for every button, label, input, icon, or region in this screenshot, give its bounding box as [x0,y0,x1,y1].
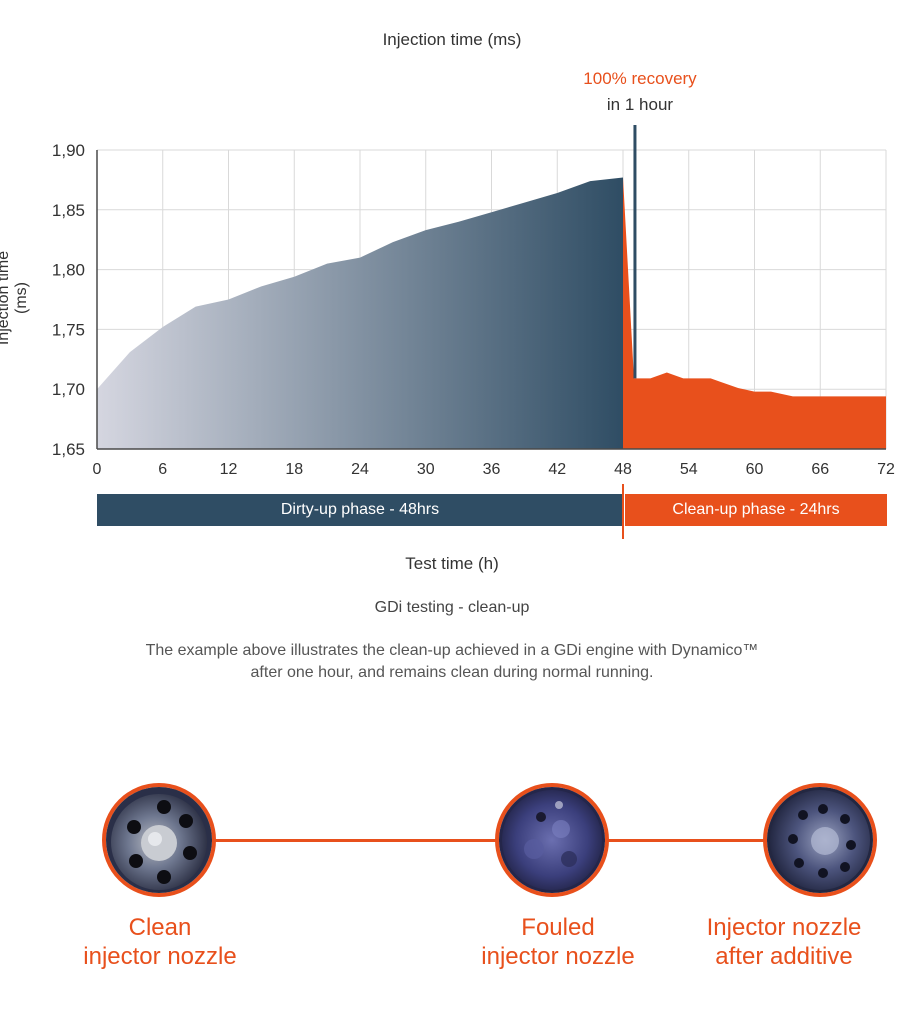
x-tick-label: 18 [285,461,303,478]
clean-up-area [623,177,886,449]
y-tick-label: 1,70 [52,380,85,399]
x-tick-label: 72 [877,461,895,478]
description-line-1: The example above illustrates the clean-… [145,642,759,659]
chart-title: Injection time (ms) [382,30,522,49]
clean-up-phase-bar: Clean-up phase - 24hrs [625,494,887,526]
x-tick-label: 66 [811,461,829,478]
x-tick-label: 60 [746,461,764,478]
fouled-nozzle-label-line-1: Fouled [521,914,595,941]
x-tick-label: 0 [93,461,102,478]
x-tick-label: 54 [680,461,698,478]
tick-labels: 0 6 12 18 24 30 36 42 48 54 60 66 72 1,65 1,70 1,75 1,80… [52,141,895,478]
after-additive-nozzle-image [763,783,877,897]
clean-nozzle-image [102,783,216,897]
caption: GDi testing - clean-up [374,599,530,616]
axes [96,150,886,450]
clean-nozzle-label-line-2: injector nozzle [83,943,237,970]
description-line-2: after one hour, and remains clean during… [250,664,654,681]
description: The example above illustrates the clean-… [100,640,804,684]
recovery-annotation: 100% recovery [583,69,697,88]
clean-nozzle-label: Clean injector nozzle [50,913,270,971]
y-tick-label: 1,90 [52,141,85,160]
after-additive-nozzle-label-line-2: after additive [715,943,853,970]
x-tick-label: 36 [483,461,501,478]
x-tick-label: 12 [220,461,238,478]
fouled-nozzle-label-line-2: injector nozzle [481,943,635,970]
fouled-nozzle-image [495,783,609,897]
after-additive-nozzle-label: Injector nozzle after additive [674,913,894,971]
phase-divider [622,484,624,539]
dirty-up-area [97,177,623,449]
clean-nozzle-label-line-1: Clean [128,914,192,941]
x-axis-label: Test time (h) [405,554,499,573]
x-tick-label: 30 [417,461,435,478]
fouled-nozzle-label: Fouled injector nozzle [448,913,668,971]
x-tick-label: 42 [548,461,566,478]
y-tick-label: 1,65 [52,440,85,459]
x-tick-label: 24 [351,461,369,478]
after-additive-nozzle-label-line-1: Injector nozzle [706,914,862,941]
injection-time-chart: 0 6 12 18 24 30 36 42 48 54 60 66 72 1,65 1,70 1,75 1,80… [52,125,895,478]
y-tick-label: 1,85 [52,201,85,220]
y-tick-label: 1,80 [52,261,85,280]
recovery-annotation-sub: in 1 hour [606,95,674,114]
y-tick-label: 1,75 [52,320,85,339]
x-tick-label: 48 [614,461,632,478]
dirty-up-phase-bar: Dirty-up phase - 48hrs [97,494,623,526]
x-tick-label: 6 [158,461,167,478]
